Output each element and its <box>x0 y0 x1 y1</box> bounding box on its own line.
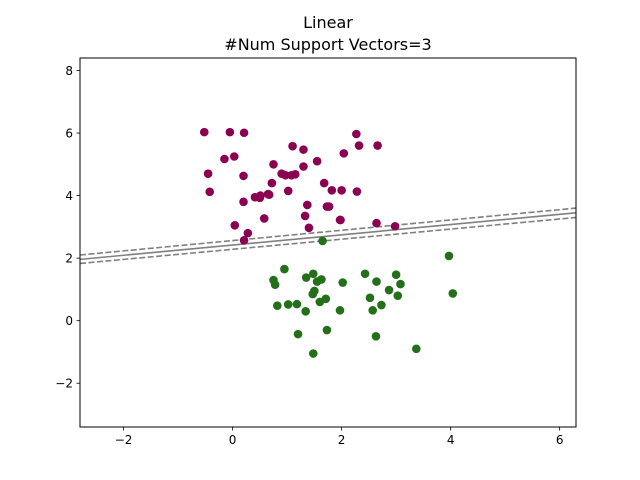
margin-upper-line <box>80 207 576 256</box>
data-point <box>365 293 375 303</box>
data-point <box>270 280 280 290</box>
data-point <box>371 332 381 341</box>
data-point <box>393 291 403 300</box>
x-tick-label: −2 <box>115 433 133 447</box>
data-point <box>377 300 386 310</box>
data-point <box>299 145 308 154</box>
y-axis-ticks: −2 0 2 4 6 8 <box>55 64 80 391</box>
data-point <box>229 152 239 161</box>
data-point <box>391 270 401 280</box>
data-point <box>354 141 364 150</box>
data-point <box>239 236 249 245</box>
data-point <box>360 269 370 279</box>
data-point <box>267 178 277 188</box>
plot-area <box>80 58 576 427</box>
y-tick-label: 4 <box>65 189 73 203</box>
data-point <box>335 215 345 225</box>
data-point <box>335 306 345 315</box>
data-point <box>230 221 240 230</box>
data-point <box>396 279 405 289</box>
data-point <box>239 171 248 181</box>
x-tick-label: 4 <box>447 433 455 447</box>
y-tick-label: 6 <box>65 127 73 141</box>
data-point <box>280 264 289 274</box>
data-point <box>338 278 348 287</box>
data-point <box>225 127 235 137</box>
data-point <box>264 190 274 199</box>
data-point <box>299 162 308 171</box>
svm-lines <box>80 207 576 265</box>
data-point <box>273 301 282 310</box>
data-point <box>292 299 302 309</box>
data-point <box>318 236 327 246</box>
data-point <box>283 186 293 196</box>
data-point <box>312 156 322 166</box>
y-tick-label: 8 <box>65 64 73 78</box>
y-tick-label: 2 <box>65 252 73 266</box>
chart-subtitle: #Num Support Vectors=3 <box>224 35 431 54</box>
data-point <box>301 273 311 282</box>
data-point <box>256 191 265 200</box>
data-point <box>310 286 319 296</box>
x-tick-label: 0 <box>229 433 237 447</box>
data-point <box>444 251 454 261</box>
data-point <box>317 275 326 284</box>
data-point <box>288 141 297 151</box>
data-point <box>448 289 458 298</box>
data-point <box>203 169 213 179</box>
data-point <box>368 306 377 315</box>
data-point <box>337 185 346 195</box>
y-tick-label: 0 <box>65 314 73 328</box>
x-tick-label: 2 <box>338 433 346 447</box>
data-point <box>321 294 331 304</box>
x-axis-ticks: −2 0 2 4 6 <box>115 427 564 447</box>
data-point <box>243 228 253 238</box>
data-point <box>290 170 300 179</box>
data-point <box>300 211 310 221</box>
x-tick-label: 6 <box>556 433 564 447</box>
data-point <box>304 223 314 233</box>
data-point <box>281 170 290 180</box>
data-point <box>352 129 361 139</box>
data-point <box>205 187 215 197</box>
data-point <box>322 325 332 335</box>
data-point <box>411 344 421 354</box>
data-point <box>269 160 278 169</box>
margin-lower-line <box>80 216 576 265</box>
data-point <box>373 141 382 150</box>
data-point <box>390 221 400 231</box>
data-point <box>308 349 318 358</box>
data-point <box>322 202 332 211</box>
data-point <box>372 218 381 228</box>
data-points <box>199 127 458 358</box>
data-point <box>259 214 269 223</box>
data-point <box>239 128 249 138</box>
data-point <box>220 154 229 164</box>
data-point <box>302 200 312 210</box>
y-tick-label: −2 <box>55 377 73 391</box>
data-point <box>239 197 248 207</box>
chart-title: Linear <box>303 13 353 32</box>
data-point <box>384 285 394 295</box>
data-point <box>339 149 349 158</box>
data-point <box>199 127 209 137</box>
data-point <box>327 185 337 195</box>
data-point <box>308 269 318 279</box>
decision-boundary-line <box>80 211 576 261</box>
data-point <box>352 187 362 196</box>
plot-frame <box>79 57 577 428</box>
data-point <box>301 306 310 316</box>
data-point <box>372 277 381 286</box>
data-point <box>283 300 293 309</box>
data-point <box>293 329 303 339</box>
data-point <box>319 178 329 188</box>
